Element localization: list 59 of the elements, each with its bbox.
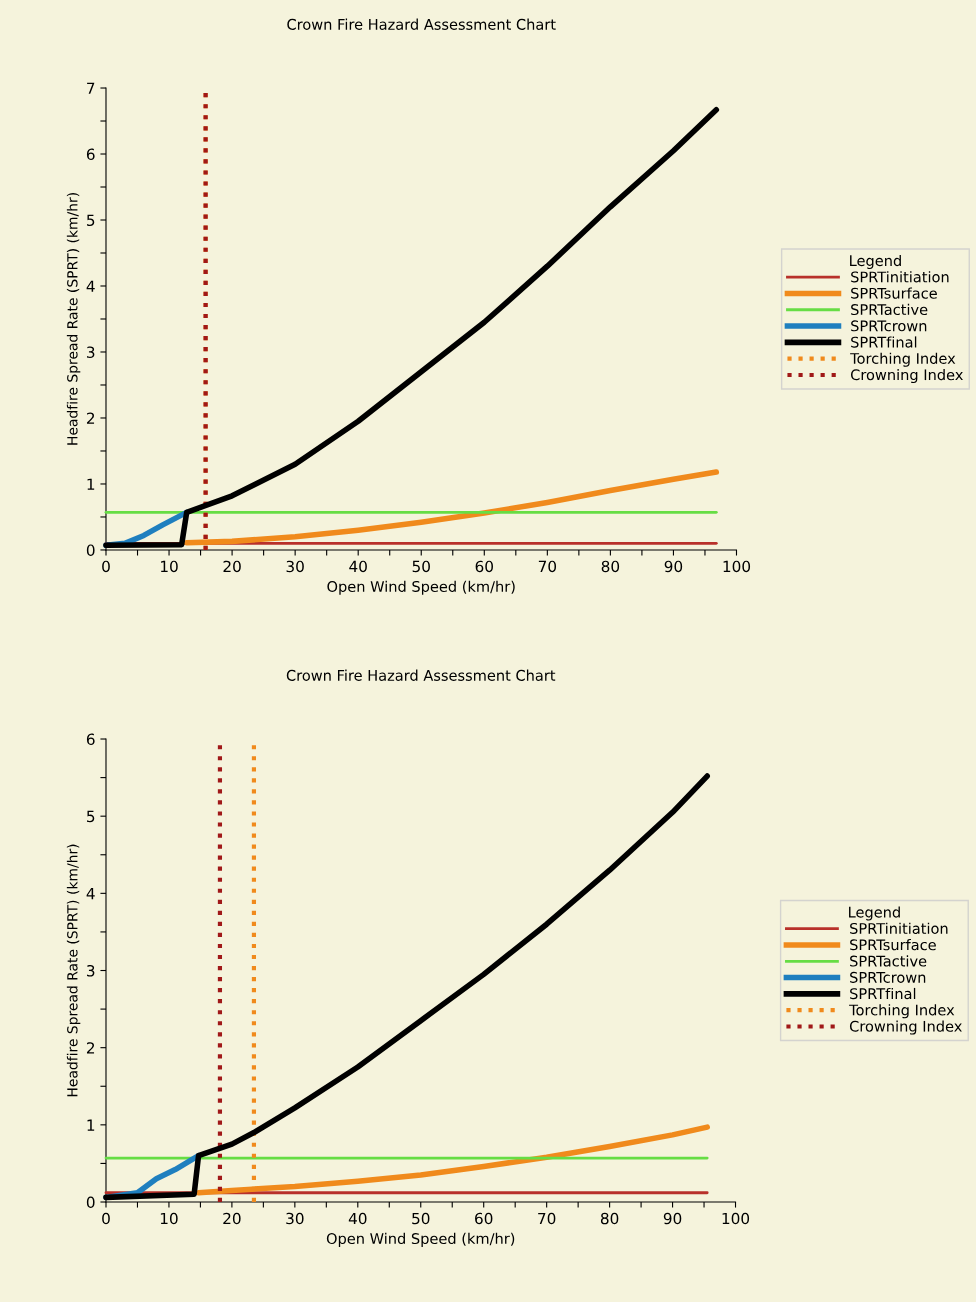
x-axis-title: Open Wind Speed (km/hr) xyxy=(326,1232,515,1247)
x-tick-label: 80 xyxy=(601,560,620,573)
x-tick-label: 60 xyxy=(475,1212,493,1225)
legend-label: SPRTsurface xyxy=(850,939,936,951)
y-tick-label: 0 xyxy=(86,1196,95,1209)
y-tick-label: 6 xyxy=(86,148,95,161)
y-tick-label: 3 xyxy=(87,964,95,977)
x-tick-label: 20 xyxy=(223,1212,241,1225)
legend-label: Crowning Index xyxy=(850,368,963,384)
x-tick-label: 90 xyxy=(664,560,683,573)
legend-label: SPRTinitiation xyxy=(851,271,949,283)
y-tick-label: 6 xyxy=(86,733,95,746)
y-tick-label: 1 xyxy=(87,1119,95,1131)
x-tick-label: 100 xyxy=(722,1212,750,1225)
y-tick-label: 4 xyxy=(86,888,95,900)
y-tick-label: 4 xyxy=(86,280,95,292)
x-tick-label: 30 xyxy=(286,560,304,573)
legend-label: Torching Index xyxy=(850,352,956,367)
legend-label: SPRTcrown xyxy=(850,971,926,983)
x-axis-title: Open Wind Speed (km/hr) xyxy=(327,580,515,595)
legend-title: Legend xyxy=(849,906,900,921)
x-tick-label: 10 xyxy=(161,560,178,573)
x-tick-label: 70 xyxy=(538,1212,556,1225)
legend-label: SPRTactive xyxy=(850,955,927,967)
y-tick-label: 1 xyxy=(87,478,95,490)
x-tick-label: 70 xyxy=(538,560,557,573)
legend-label: SPRTfinal xyxy=(850,987,916,1000)
y-tick-label: 5 xyxy=(87,810,95,823)
legend-label: Crowning Index xyxy=(849,1020,962,1035)
legend-label: SPRTcrown xyxy=(851,320,927,332)
legend-label: SPRTinitiation xyxy=(850,922,948,934)
x-tick-label: 80 xyxy=(600,1212,619,1225)
x-tick-label: 20 xyxy=(223,560,241,573)
x-tick-label: 90 xyxy=(663,1212,682,1225)
y-tick-label: 2 xyxy=(86,412,95,424)
legend-label: Torching Index xyxy=(849,1004,955,1019)
y-tick-label: 7 xyxy=(87,82,95,94)
y-tick-label: 2 xyxy=(86,1042,95,1054)
y-tick-label: 5 xyxy=(87,214,95,227)
x-tick-label: 40 xyxy=(348,1212,367,1225)
y-tick-label: 0 xyxy=(86,544,95,556)
legend-title: Legend xyxy=(850,254,901,269)
x-tick-label: 60 xyxy=(475,560,493,573)
y-tick-label: 3 xyxy=(87,346,95,359)
x-tick-label: 30 xyxy=(286,1212,304,1225)
x-tick-label: 100 xyxy=(723,560,751,573)
chart-title: Crown Fire Hazard Assessment Chart xyxy=(286,669,556,681)
x-tick-label: 10 xyxy=(160,1212,178,1225)
legend-label: SPRTsurface xyxy=(851,287,937,299)
legend-label: SPRTfinal xyxy=(851,336,917,348)
x-tick-label: 0 xyxy=(102,560,110,573)
x-tick-label: 50 xyxy=(412,1212,430,1225)
x-tick-label: 40 xyxy=(349,560,367,573)
y-axis-title: Headfire Spread Rate (SPRT) (km/hr) xyxy=(66,844,81,1097)
y-axis-title: Headfire Spread Rate (SPRT) (km/hr) xyxy=(66,193,81,445)
chart-title: Crown Fire Hazard Assessment Chart xyxy=(287,18,556,30)
legend-label: SPRTactive xyxy=(851,303,928,316)
x-tick-label: 0 xyxy=(102,1212,110,1225)
x-tick-label: 50 xyxy=(412,560,430,573)
